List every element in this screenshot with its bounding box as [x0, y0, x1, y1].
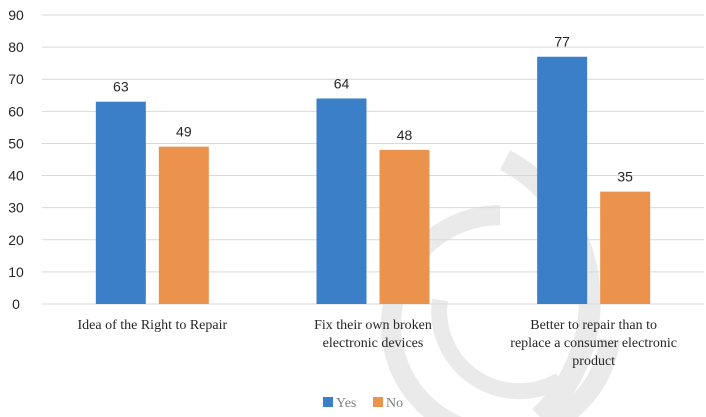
bar-no	[600, 191, 651, 304]
data-label: 77	[554, 34, 570, 50]
y-tick-label: 10	[8, 264, 24, 280]
data-label: 48	[397, 127, 413, 143]
legend-swatch-no	[373, 397, 383, 407]
y-axis-ticks: 0 10 20 30 40 50 60 70 80 90	[8, 7, 24, 312]
bar-no	[158, 146, 209, 304]
data-label: 49	[176, 124, 192, 140]
legend-swatch-yes	[323, 397, 333, 407]
data-label: 64	[334, 75, 350, 91]
legend: Yes No	[323, 396, 403, 411]
legend-label-yes: Yes	[336, 396, 356, 411]
category-labels: Idea of the Right to Repair Fix their own…	[77, 318, 677, 369]
data-label: 35	[617, 169, 633, 185]
y-tick-label: 90	[8, 7, 24, 23]
bar-yes	[95, 101, 146, 304]
y-tick-label: 80	[8, 39, 24, 55]
data-labels: 63 49 64 48 77 35	[113, 34, 633, 185]
y-tick-label: 50	[8, 135, 24, 151]
bar-yes	[537, 56, 588, 304]
y-tick-label: 60	[8, 103, 24, 119]
gridlines	[42, 14, 704, 305]
y-tick-label: 20	[8, 232, 24, 248]
watermark-arc	[431, 298, 565, 400]
y-tick-label: 0	[12, 296, 20, 312]
category-label: Idea of the Right to Repair	[77, 318, 227, 333]
bar-yes	[316, 98, 367, 304]
y-tick-label: 30	[8, 200, 24, 216]
legend-label-no: No	[386, 396, 403, 411]
category-label: Fix their own broken electronic devices	[314, 318, 432, 351]
data-label: 63	[113, 79, 129, 95]
y-tick-label: 70	[8, 71, 24, 87]
bar-no	[379, 149, 430, 304]
category-label: Better to repair than to replace a consum…	[510, 318, 677, 369]
bars	[95, 56, 651, 304]
y-tick-label: 40	[8, 168, 24, 184]
